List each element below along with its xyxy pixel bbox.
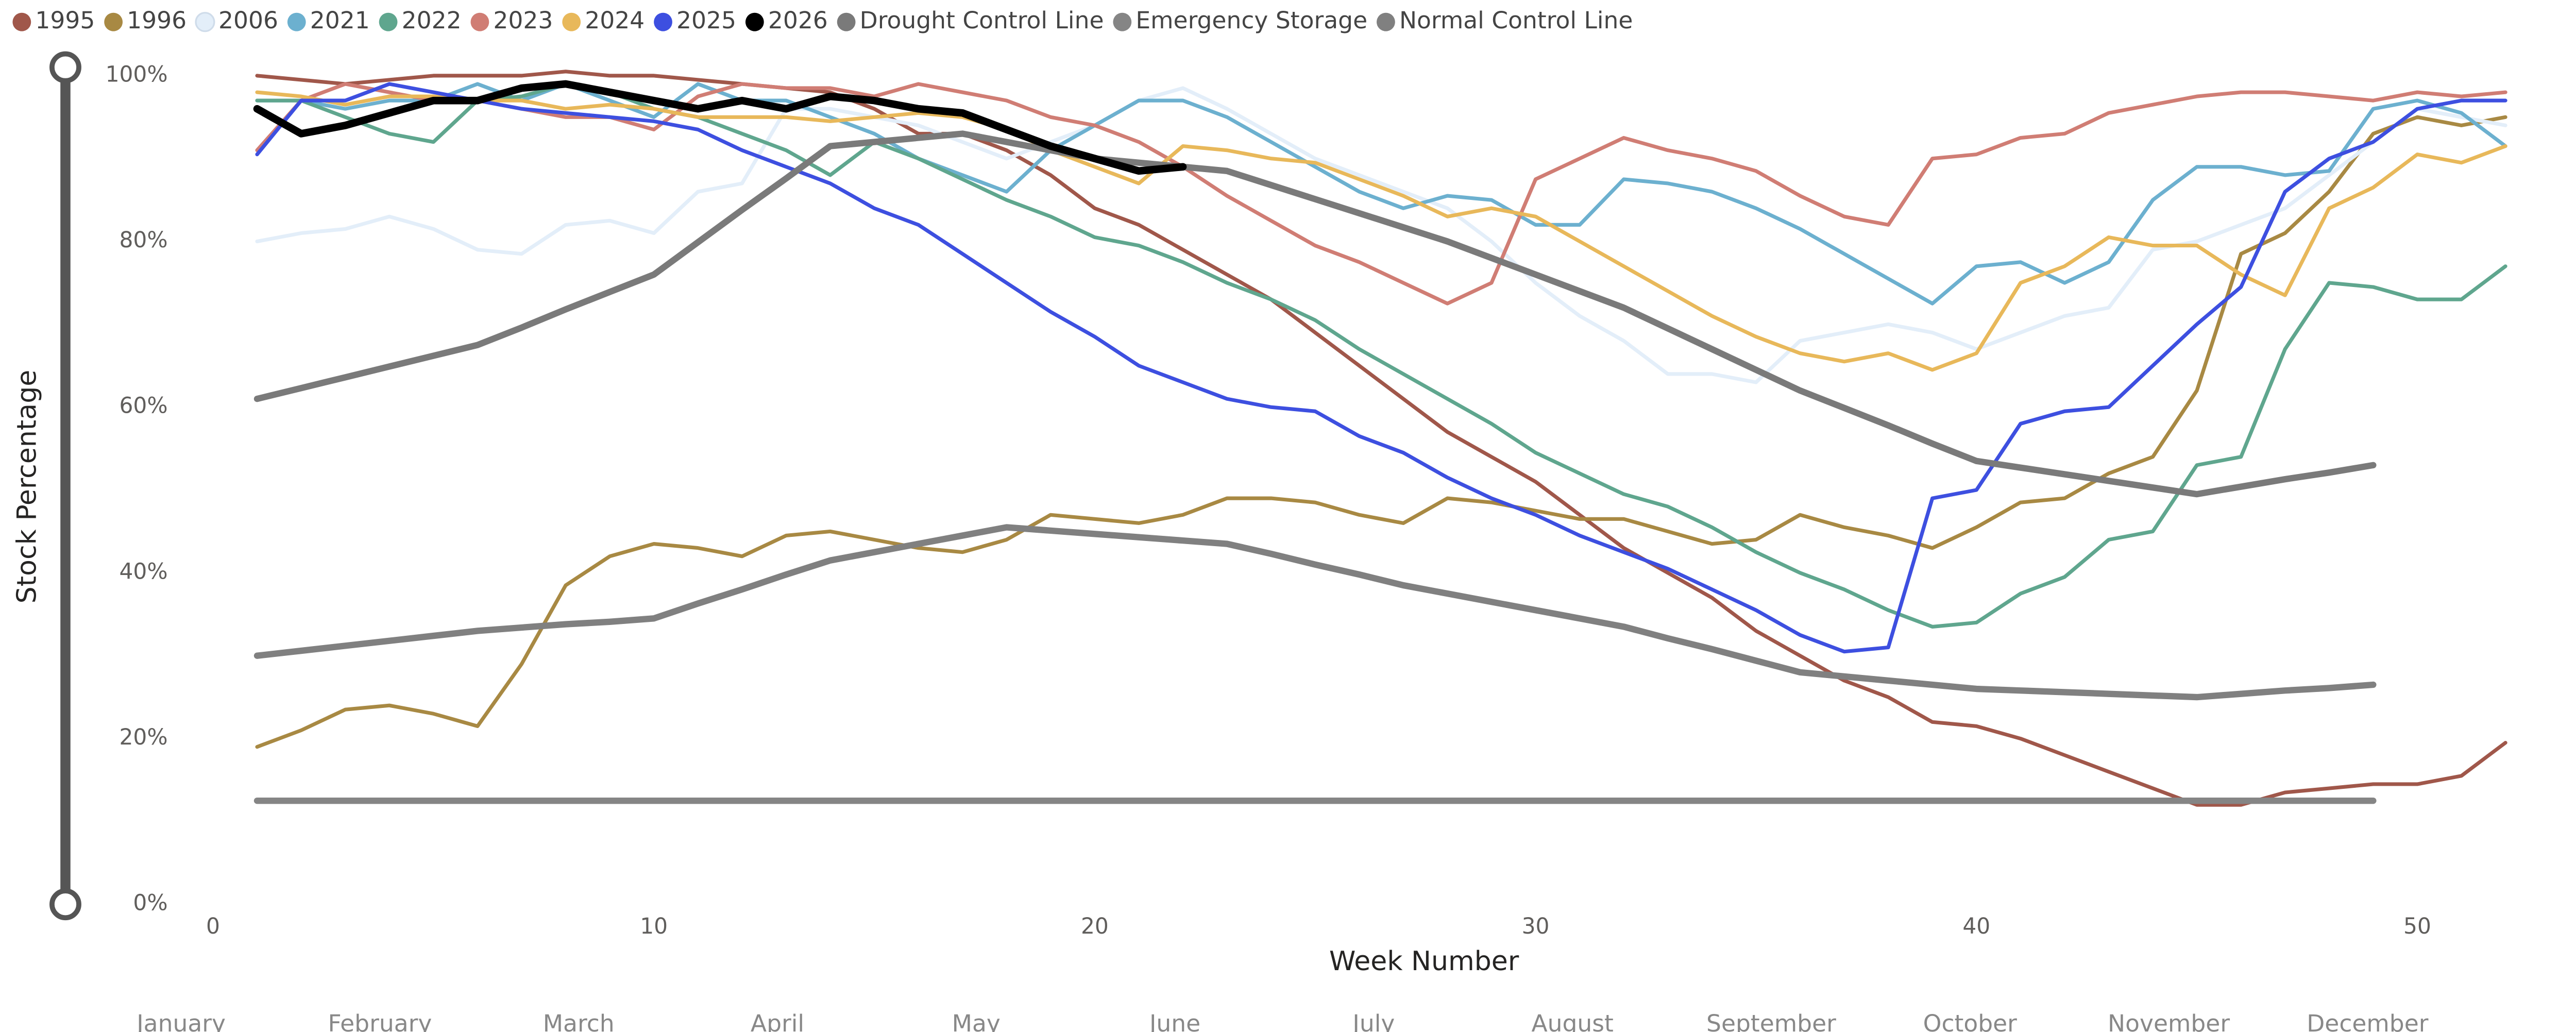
x-tick-label: 30 [1522, 913, 1550, 939]
legend-marker [195, 12, 215, 32]
series-line [255, 70, 2507, 807]
legend-label: Normal Control Line [1399, 7, 1633, 34]
series-line [253, 130, 2377, 498]
x-tick-label: 40 [1962, 913, 1990, 939]
legend-item[interactable]: 2025 [654, 7, 736, 34]
legend-label: 2006 [218, 7, 278, 34]
month-label: March [543, 1010, 615, 1032]
y-tick-label: 60% [120, 393, 168, 418]
month-label: December [2307, 1010, 2429, 1032]
legend-marker [104, 12, 123, 31]
series-line [255, 82, 2507, 306]
legend-marker [654, 12, 672, 31]
legend-item[interactable]: Normal Control Line [1377, 7, 1633, 34]
series-line [255, 86, 2507, 384]
month-label: October [1923, 1010, 2018, 1032]
legend-marker [1113, 12, 1132, 31]
legend-item[interactable]: Drought Control Line [837, 7, 1104, 34]
legend-label: 2022 [402, 7, 462, 34]
legend-label: 2023 [493, 7, 553, 34]
legend-marker [745, 12, 764, 31]
legend-marker [562, 12, 581, 31]
legend-label: 2026 [768, 7, 828, 34]
legend-label: 1996 [127, 7, 187, 34]
y-tick-label: 80% [120, 227, 168, 252]
x-tick-label: 50 [2403, 913, 2431, 939]
legend-item[interactable]: 1996 [104, 7, 187, 34]
legend-marker [1377, 12, 1395, 31]
y-tick-label: 0% [133, 890, 167, 916]
y-tick-label: 100% [106, 61, 168, 87]
month-label: May [952, 1010, 1001, 1032]
legend-item[interactable]: 2024 [562, 7, 645, 34]
series-line [253, 524, 2377, 701]
series-line [255, 82, 2507, 654]
series-line [255, 82, 2507, 306]
legend-marker [837, 12, 856, 31]
legend-label: Emergency Storage [1136, 7, 1367, 34]
legend-label: 2021 [310, 7, 370, 34]
x-tick-label: 10 [640, 913, 668, 939]
month-label: February [328, 1010, 432, 1032]
legend-item[interactable]: 2022 [379, 7, 462, 34]
series-line [255, 115, 2507, 749]
legend-marker [470, 12, 489, 31]
x-tick-label: 20 [1081, 913, 1109, 939]
legend-item[interactable]: Emergency Storage [1113, 7, 1367, 34]
x-tick-label: 0 [206, 913, 220, 939]
legend-item[interactable]: 2026 [745, 7, 828, 34]
legend-item[interactable]: 2006 [195, 7, 278, 34]
month-label: June [1148, 1010, 1200, 1032]
x-axis-title: Week Number [1329, 946, 1519, 977]
legend-label: 2025 [676, 7, 736, 34]
legend-label: 2024 [585, 7, 645, 34]
legend-marker [379, 12, 398, 31]
month-label: November [2108, 1010, 2230, 1032]
month-label: September [1706, 1010, 1836, 1032]
y-axis-title: Stock Percentage [11, 370, 42, 604]
range-slider[interactable] [49, 51, 81, 921]
month-label: January [135, 1010, 226, 1032]
legend-label: 1995 [35, 7, 95, 34]
legend: 1995 1996 2006 2021 2022 2023 2024 2025 2026 Drou… [12, 7, 1633, 34]
legend-item[interactable]: 1995 [12, 7, 95, 34]
month-label: April [751, 1010, 804, 1032]
series-line [255, 90, 2507, 372]
legend-item[interactable]: 2021 [287, 7, 370, 34]
y-tick-label: 40% [120, 559, 168, 584]
legend-marker [12, 12, 31, 31]
series-line [253, 80, 1187, 175]
legend-marker [287, 12, 306, 31]
month-label: July [1351, 1010, 1395, 1032]
slider-handle-bottom[interactable] [49, 888, 81, 921]
slider-handle-top[interactable] [49, 51, 81, 83]
month-label: August [1531, 1010, 1613, 1032]
y-tick-label: 20% [120, 724, 168, 750]
legend-item[interactable]: 2023 [470, 7, 553, 34]
legend-label: Drought Control Line [860, 7, 1104, 34]
series-line [255, 82, 2507, 629]
